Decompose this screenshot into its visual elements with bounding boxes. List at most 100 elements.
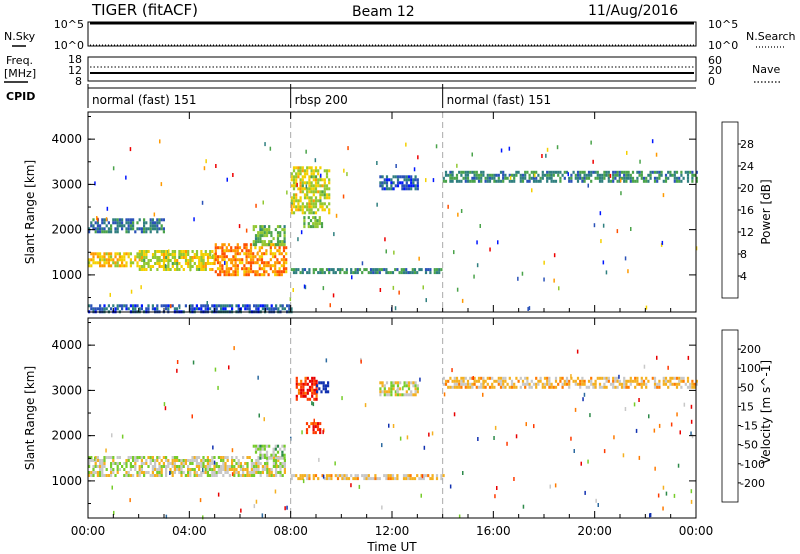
heatmap-cell bbox=[325, 268, 329, 272]
heatmap-cell bbox=[316, 222, 319, 226]
heatmap-cell bbox=[222, 468, 225, 471]
heatmap-cell bbox=[231, 465, 234, 468]
heatmap-cell bbox=[550, 170, 553, 174]
heatmap-cell bbox=[590, 376, 593, 380]
heatmap-cell bbox=[390, 393, 393, 397]
heatmap-cell bbox=[307, 216, 310, 220]
heatmap-cell bbox=[230, 261, 233, 265]
heatmap-cell bbox=[249, 252, 253, 256]
heatmap-cell bbox=[513, 477, 515, 481]
heatmap-cell bbox=[325, 193, 329, 197]
heatmap-cell bbox=[254, 243, 258, 247]
heatmap-cell bbox=[178, 268, 181, 271]
heatmap-cell bbox=[112, 471, 115, 474]
heatmap-cell bbox=[570, 173, 573, 177]
heatmap-cell bbox=[301, 205, 304, 209]
heatmap-cell bbox=[396, 178, 400, 182]
heatmap-cell bbox=[247, 267, 250, 271]
heatmap-cell bbox=[297, 199, 300, 203]
heatmap-cell bbox=[574, 176, 577, 180]
colorbar-tick-label: 4 bbox=[740, 270, 747, 283]
heatmap-cell bbox=[592, 382, 595, 386]
heatmap-cell bbox=[129, 147, 132, 152]
colorbar-tick-label: -200 bbox=[740, 477, 765, 490]
heatmap-cell bbox=[281, 444, 284, 448]
heatmap-cell bbox=[323, 208, 326, 212]
heatmap-cell bbox=[295, 181, 298, 185]
heatmap-cell bbox=[230, 273, 233, 277]
heatmap-cell bbox=[274, 453, 277, 457]
colorbar-tick-label: 28 bbox=[740, 138, 754, 151]
heatmap-cell bbox=[312, 428, 315, 432]
heatmap-cell bbox=[216, 258, 220, 262]
heatmap-cell bbox=[114, 462, 117, 465]
heatmap-cell bbox=[675, 170, 679, 174]
heatmap-cell bbox=[385, 271, 388, 275]
heatmap-cell bbox=[388, 187, 391, 191]
heatmap-cell bbox=[236, 246, 239, 250]
heatmap-cell bbox=[318, 216, 321, 220]
heatmap-cell bbox=[473, 379, 476, 383]
heatmap-cell bbox=[223, 249, 226, 253]
heatmap-cell bbox=[132, 459, 135, 462]
heatmap-cell bbox=[134, 307, 137, 311]
heatmap-cell bbox=[565, 376, 569, 380]
heatmap-cell bbox=[147, 259, 150, 262]
heatmap-cell bbox=[636, 379, 639, 383]
x-axis-label: Time UT bbox=[366, 540, 417, 554]
heatmap-cell bbox=[96, 456, 99, 459]
heatmap-cell bbox=[680, 376, 683, 380]
heatmap-cell bbox=[525, 422, 527, 427]
heatmap-cell bbox=[279, 447, 282, 451]
heatmap-cell bbox=[312, 216, 315, 220]
heatmap-cell bbox=[107, 474, 110, 477]
heatmap-cell bbox=[625, 173, 628, 177]
heatmap-cell bbox=[497, 240, 499, 245]
heatmap-cell bbox=[616, 229, 619, 234]
heatmap-cell bbox=[253, 462, 256, 465]
heatmap-cell bbox=[129, 474, 132, 477]
heatmap-cell bbox=[345, 477, 348, 481]
heatmap-cell bbox=[285, 252, 288, 256]
heatmap-cell bbox=[308, 388, 312, 392]
heatmap-cell bbox=[247, 261, 250, 265]
heatmap-cell bbox=[162, 465, 165, 468]
heatmap-cell bbox=[625, 179, 628, 183]
heatmap-cell bbox=[532, 173, 536, 177]
heatmap-cell bbox=[275, 471, 278, 474]
heatmap-cell bbox=[311, 388, 314, 392]
heatmap-cell bbox=[306, 166, 309, 170]
heatmap-cell bbox=[528, 306, 531, 311]
heatmap-cell bbox=[444, 173, 448, 177]
heatmap-cell bbox=[539, 179, 542, 183]
heatmap-cell bbox=[411, 477, 414, 481]
heatmap-cell bbox=[278, 273, 281, 277]
heatmap-cell bbox=[327, 390, 330, 394]
heatmap-cell bbox=[484, 379, 487, 383]
heatmap-cell bbox=[526, 170, 529, 174]
heatmap-cell bbox=[442, 474, 445, 478]
nsky-tick-bottom-right: 10^0 bbox=[708, 39, 738, 52]
heatmap-cell bbox=[129, 264, 132, 268]
heatmap-cell bbox=[554, 483, 557, 488]
heatmap-cell bbox=[491, 382, 494, 386]
heatmap-cell bbox=[319, 422, 322, 426]
heatmap-cell bbox=[387, 477, 390, 481]
heatmap-cell bbox=[255, 468, 258, 471]
heatmap-cell bbox=[306, 196, 309, 200]
heatmap-cell bbox=[101, 468, 104, 471]
heatmap-cell bbox=[116, 462, 119, 465]
heatmap-cell bbox=[548, 173, 551, 177]
heatmap-cell bbox=[195, 265, 199, 268]
heatmap-cell bbox=[649, 176, 652, 180]
heatmap-cell bbox=[316, 225, 319, 229]
date-title: 11/Aug/2016 bbox=[588, 3, 678, 19]
heatmap-cell bbox=[252, 261, 255, 265]
heatmap-cell bbox=[305, 428, 309, 432]
heatmap-cell bbox=[103, 462, 106, 465]
heatmap-cell bbox=[453, 412, 456, 417]
heatmap-cell bbox=[140, 253, 144, 256]
heatmap-cell bbox=[281, 456, 284, 460]
heatmap-cell bbox=[145, 253, 148, 256]
heatmap-cell bbox=[211, 459, 214, 462]
